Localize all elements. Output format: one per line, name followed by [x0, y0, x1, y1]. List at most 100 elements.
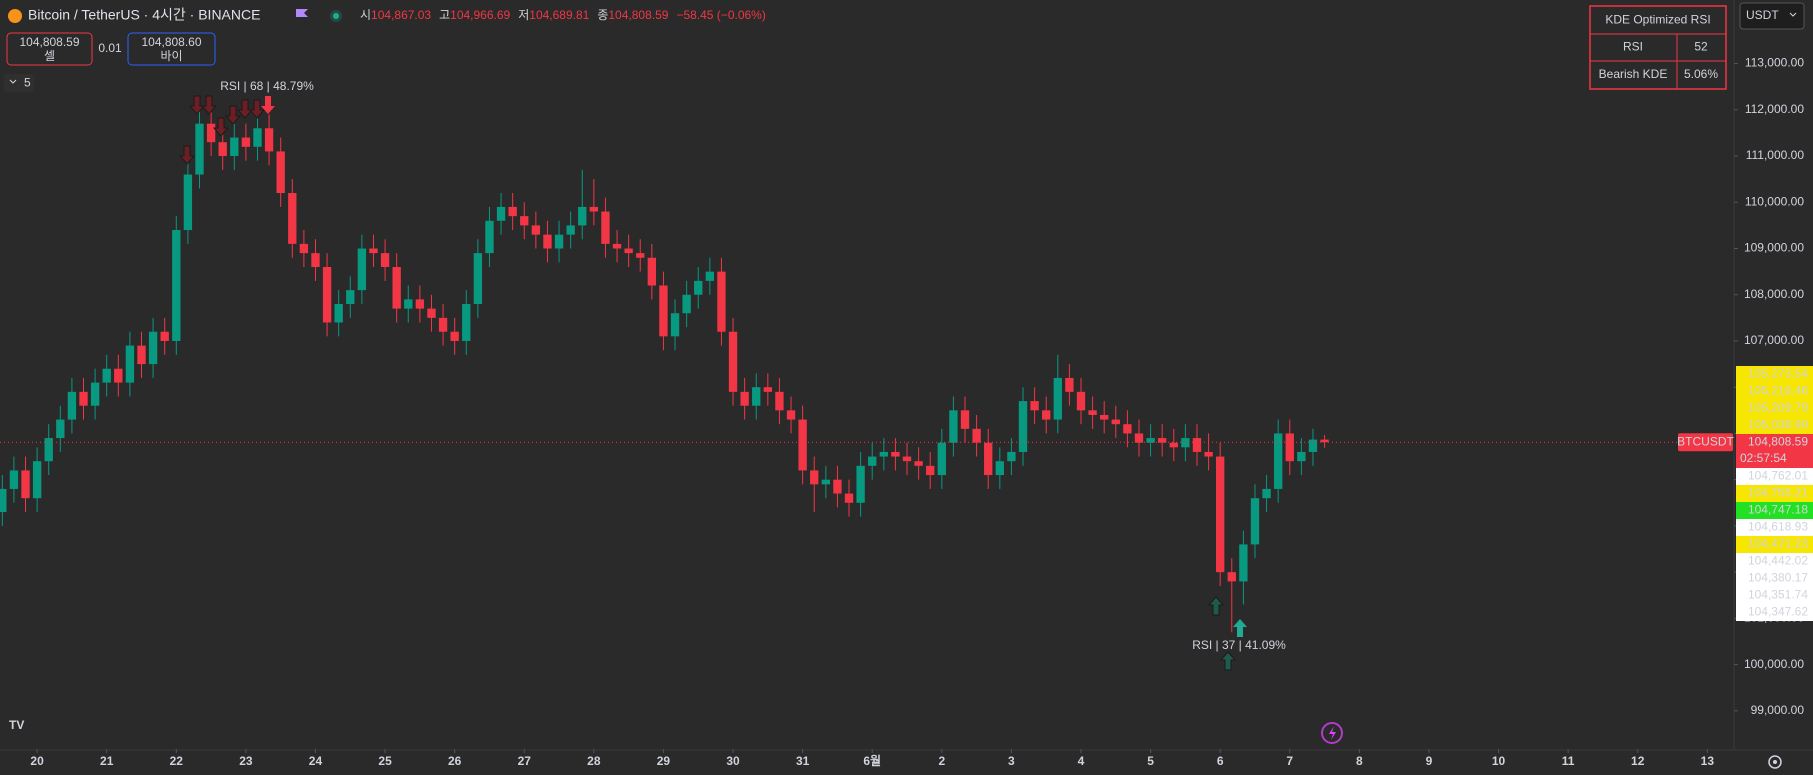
- y-tick-label: 107,000.00: [1744, 333, 1804, 347]
- kde-table: KDE Optimized RSI RSI 52 Bearish KDE 5.0…: [1589, 5, 1727, 90]
- candle-body: [32, 461, 42, 499]
- candle-body: [125, 345, 135, 383]
- candle-body: [334, 303, 343, 323]
- price-tag: [1736, 604, 1813, 621]
- candle-body: [1250, 498, 1260, 545]
- candle-body: [728, 331, 738, 392]
- sell-button[interactable]: [6, 32, 93, 66]
- x-tick-label: 20: [30, 754, 44, 768]
- candle-body: [1169, 442, 1178, 448]
- price-tag-label: 104,471.23: [1748, 537, 1808, 551]
- x-tick-label: 13: [1701, 754, 1715, 768]
- y-tick-label: 110,000.00: [1745, 194, 1804, 208]
- candle-body: [717, 271, 726, 332]
- candle-body: [1204, 451, 1213, 457]
- price-tag: [1736, 587, 1813, 604]
- symbol-title[interactable]: Bitcoin / TetherUS · 4시간 · BINANCE: [28, 7, 260, 23]
- ohlc-readout: 시104,867.03 고104,966.69 저104,689.81 종104,80…: [360, 8, 766, 22]
- kde-cell: 52: [1694, 40, 1708, 54]
- down-arrow: [236, 99, 254, 119]
- candle-body: [21, 470, 30, 499]
- rsi-label: RSI | 37 | 41.09%: [1192, 638, 1286, 652]
- candle-body: [392, 267, 401, 309]
- candle-body: [810, 470, 819, 485]
- price-tag: [1736, 553, 1813, 570]
- candle-body: [253, 128, 262, 147]
- candle-body: [322, 267, 332, 323]
- candle-body: [288, 193, 297, 244]
- down-arrow: [224, 105, 242, 125]
- candle-body: [601, 211, 610, 244]
- candle-body: [380, 253, 390, 268]
- candle-body: [566, 225, 575, 235]
- candle-body: [659, 285, 668, 337]
- candle-body: [1111, 419, 1120, 425]
- candle-body: [798, 419, 807, 471]
- candle-body: [531, 225, 541, 235]
- ohlc-key: 시: [360, 8, 371, 22]
- candle-body: [496, 206, 506, 221]
- candle-body: [937, 442, 946, 476]
- price-tag-label: 104,380.17: [1748, 571, 1808, 585]
- price-tag: [1736, 468, 1813, 485]
- price-tag-label: 104,808.59: [1748, 435, 1808, 449]
- candle-body: [1273, 433, 1283, 489]
- down-arrow: [261, 96, 275, 114]
- candle-body: [891, 451, 900, 457]
- plot-area: [0, 109, 1734, 633]
- currency-dropdown[interactable]: [1739, 2, 1805, 30]
- candle-body: [821, 479, 831, 485]
- ohlc-value: 104,867.03: [371, 8, 431, 22]
- candle-body: [79, 391, 88, 406]
- candle-body: [357, 248, 367, 291]
- candle-body: [172, 230, 181, 341]
- settings-button[interactable]: [1768, 755, 1782, 769]
- kde-table-frame: [1589, 5, 1727, 90]
- tradingview-logo[interactable]: TV: [9, 718, 24, 732]
- price-tag-label: 105,218.46: [1748, 384, 1808, 398]
- candle-body: [137, 345, 146, 365]
- up-arrow: [1219, 651, 1237, 671]
- candle-body: [902, 456, 912, 462]
- x-tick-label: 27: [518, 754, 532, 768]
- x-tick-label: 2: [938, 754, 945, 768]
- candle-body: [949, 410, 958, 443]
- candle-body: [1227, 572, 1236, 582]
- x-tick-label: 24: [309, 754, 323, 768]
- flag-icon[interactable]: [296, 9, 308, 17]
- ohlc-key: 종: [597, 8, 608, 22]
- indicator-toggle[interactable]: [4, 74, 34, 92]
- candle-body: [1053, 377, 1062, 420]
- candle-body: [914, 461, 923, 466]
- x-tick-label: 4: [1078, 754, 1085, 768]
- symbol-tag-bg: [1678, 433, 1733, 452]
- candle-body: [438, 317, 448, 332]
- buy-button[interactable]: [127, 32, 216, 66]
- candle-body: [647, 257, 657, 286]
- candle-body: [1216, 456, 1225, 573]
- candle-body: [1320, 439, 1329, 443]
- candle-body: [1181, 438, 1190, 448]
- buy-label: 바이: [160, 49, 182, 63]
- candle-body: [218, 142, 227, 157]
- candle-body: [473, 253, 483, 304]
- candle-body: [195, 123, 204, 175]
- candle-body: [44, 438, 53, 462]
- candle-body: [1123, 424, 1132, 434]
- candle-body: [1134, 433, 1144, 443]
- candle-body: [775, 391, 784, 411]
- sell-signals: [178, 95, 266, 165]
- candle-body: [833, 479, 842, 494]
- down-arrow: [200, 95, 218, 115]
- candle-body: [1007, 451, 1016, 462]
- candle-body: [1158, 438, 1167, 443]
- down-arrow: [188, 95, 206, 115]
- ohlc-value: 104,966.69: [450, 8, 510, 22]
- candle-body: [114, 368, 123, 383]
- price-tag: [1736, 502, 1813, 519]
- ohlc-change: −58.45 (−0.06%): [676, 8, 765, 22]
- currency-label: USDT: [1746, 8, 1779, 22]
- buy-price: 104,808.60: [141, 35, 201, 49]
